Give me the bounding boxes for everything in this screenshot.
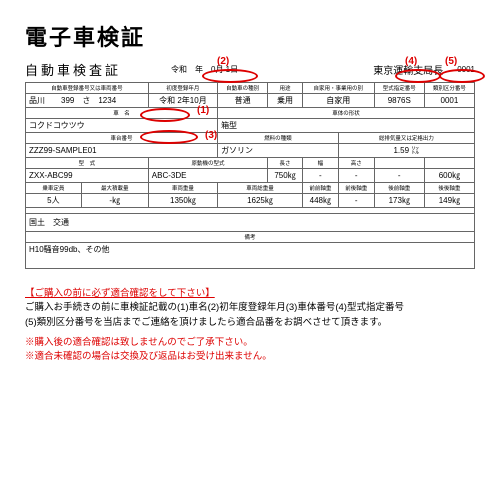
hdr-weight: 車両重量 [148, 183, 217, 194]
label-5: (5) [445, 56, 457, 67]
hdr-hei: 高さ [338, 158, 374, 169]
hdr-disp: 総排気量又は定格出力 [338, 133, 474, 144]
val-owner: 国土 交通 [26, 214, 475, 232]
notice-block: 【ご購入の前に必ず適合確認をして下さい】 ご購入お手続きの前に車検証記載の(1)… [25, 287, 475, 364]
hdr-maker: 車 名 [26, 108, 218, 119]
hdr-len: 長さ [268, 158, 303, 169]
val-type: 普通 [218, 94, 268, 108]
hdr-shape: 車体の形状 [218, 108, 475, 119]
val-w4: - [374, 169, 424, 183]
hdr-fuel: 燃料の種類 [218, 133, 339, 144]
inspection-table: 自動車登録番号又は車両番号 初度登録年月 自動車の種別 用途 自家用・事業用の別… [25, 82, 475, 269]
hdr-rf: 後前軸重 [374, 183, 424, 194]
val-use: 乗用 [268, 94, 303, 108]
val-total: 1625㎏ [218, 194, 303, 208]
val-w3: - [338, 169, 374, 183]
notice-2: ご購入お手続きの前に車検証記載の(1)車名(2)初年度登録年月(3)車体番号(4… [25, 301, 475, 315]
val-vin: ZZZ99-SAMPLE01 [26, 144, 218, 158]
hdr-wid: 幅 [302, 158, 338, 169]
hdr-rr: 後後軸重 [424, 183, 474, 194]
val-ruibetsu: 0001 [424, 94, 474, 108]
label-3: (3) [205, 130, 217, 141]
val-disp: 1.59 ㍑ [338, 144, 474, 158]
hdr-w5 [424, 158, 474, 169]
hdr-firstreg: 初度登録年月 [148, 83, 217, 94]
hdr-katano: 型式指定番号 [374, 83, 424, 94]
val-w2: - [302, 169, 338, 183]
doc-number: 0001 [457, 65, 475, 74]
hdr-type: 自動車の種別 [218, 83, 268, 94]
notice-4: ※購入後の適合確認は致しませんのでご了承下さい。 [25, 336, 475, 350]
val-fr: - [338, 194, 374, 208]
main-title: 電子車検証 [25, 20, 475, 52]
hdr-ff: 前前軸重 [302, 183, 338, 194]
hdr-total: 車両総重量 [218, 183, 303, 194]
hdr-cap: 乗車定員 [26, 183, 82, 194]
val-rr: 149㎏ [424, 194, 474, 208]
hdr-ruibetsu: 類別区分番号 [424, 83, 474, 94]
val-fuel: ガソリン [218, 144, 339, 158]
label-4: (4) [405, 56, 417, 67]
hdr-model: 型 式 [26, 158, 149, 169]
val-katano: 9876S [374, 94, 424, 108]
notice-1: 【ご購入の前に必ず適合確認をして下さい】 [25, 287, 475, 301]
hdr-use: 用途 [268, 83, 303, 94]
hdr-remarks: 備考 [26, 232, 475, 243]
notice-5: ※適合未確認の場合は交換及び返品はお受け出来ません。 [25, 350, 475, 364]
val-private: 自家用 [302, 94, 374, 108]
hdr-private: 自家用・事業用の別 [302, 83, 374, 94]
val-model: ZXX-ABC99 [26, 169, 149, 183]
val-ff: 448㎏ [302, 194, 338, 208]
val-weight: 1350㎏ [148, 194, 217, 208]
hdr-fr: 前後軸重 [338, 183, 374, 194]
val-maker: コクドコウツウ [26, 119, 218, 133]
hdr-w4 [374, 158, 424, 169]
hdr-vin: 車台番号 [26, 133, 218, 144]
val-cap: 5人 [26, 194, 82, 208]
label-2: (2) [217, 56, 229, 67]
document: 電子車検証 自動車検査証 令和 年 0月 1日 東京運輸支局長 0001 自動車… [25, 20, 475, 269]
label-1: (1) [197, 105, 209, 116]
val-hei: 750㎏ [268, 169, 303, 183]
hdr-load: 最大積載量 [81, 183, 148, 194]
hdr-engine: 原動機の型式 [148, 158, 267, 169]
val-engine: ABC-3DE [148, 169, 267, 183]
val-load: -㎏ [81, 194, 148, 208]
val-remarks: H10騒音99db、その他 [26, 243, 475, 269]
val-w5: 600㎏ [424, 169, 474, 183]
hdr-reg: 自動車登録番号又は車両番号 [26, 83, 149, 94]
val-reg: 品川 399 さ 1234 [26, 94, 149, 108]
val-rf: 173㎏ [374, 194, 424, 208]
notice-3: (5)類別区分番号を当店までご連絡を頂けましたら適合品番をお調べさせて頂きます。 [25, 316, 475, 330]
subtitle: 自動車検査証 [25, 60, 121, 79]
val-shape: 箱型 [218, 119, 475, 133]
